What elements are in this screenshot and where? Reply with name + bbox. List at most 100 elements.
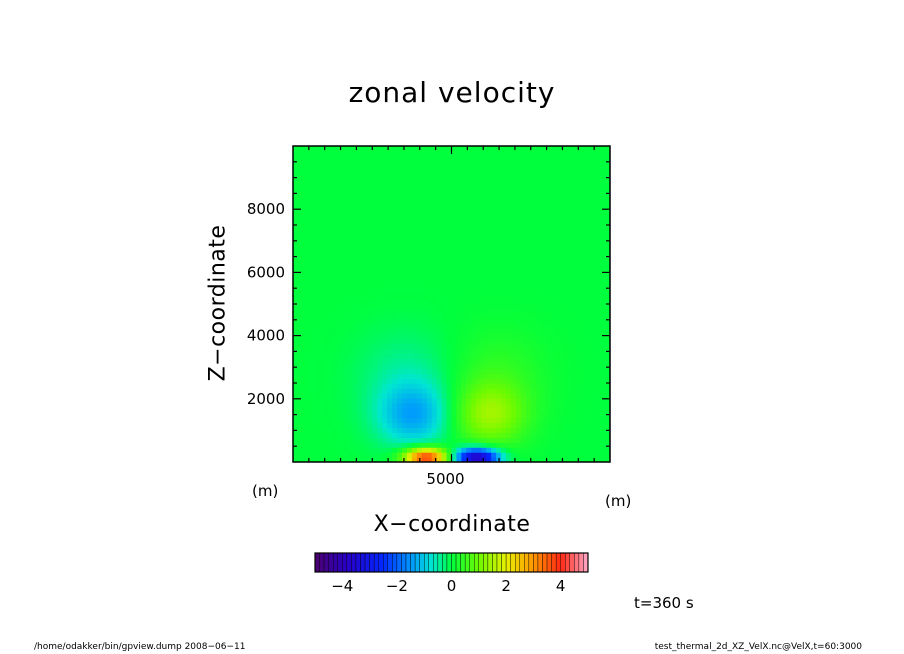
heatmap-cell (476, 225, 482, 231)
heatmap-cell (505, 452, 512, 458)
heatmap-cell (605, 220, 610, 226)
heatmap-cell (456, 180, 462, 187)
heatmap-cell (545, 294, 552, 300)
heatmap-cell (401, 318, 408, 325)
heatmap-cell (416, 205, 423, 211)
heatmap-cell (570, 200, 576, 206)
heatmap-cell (421, 269, 428, 275)
heatmap-cell (317, 308, 324, 315)
heatmap-cell (431, 383, 438, 389)
heatmap-cell (347, 318, 354, 325)
heatmap-cell (505, 146, 512, 152)
heatmap-cell (476, 412, 482, 419)
heatmap-cell (347, 150, 354, 157)
heatmap-cell (312, 427, 319, 433)
heatmap-cell (302, 249, 309, 256)
heatmap-cell (431, 432, 438, 438)
heatmap-cell (600, 205, 606, 211)
heatmap-cell (555, 205, 562, 211)
heatmap-cell (456, 269, 462, 275)
heatmap-cell (387, 373, 393, 379)
heatmap-cell (466, 437, 472, 443)
heatmap-cell (332, 417, 339, 424)
heatmap-cell (337, 397, 344, 404)
heatmap-cell (565, 402, 571, 409)
heatmap-cell (491, 333, 497, 340)
heatmap-cell (535, 373, 542, 379)
heatmap-cell (451, 412, 458, 419)
heatmap-cell (352, 313, 358, 320)
heatmap-cell (496, 259, 502, 266)
heatmap-cell (416, 234, 423, 241)
heatmap-cell (441, 373, 448, 379)
heatmap-cell (550, 417, 557, 424)
heatmap-cell (560, 294, 567, 300)
heatmap-cell (337, 264, 344, 271)
heatmap-cell (322, 373, 329, 379)
heatmap-cell (327, 333, 334, 340)
heatmap-cell (585, 447, 591, 453)
heatmap-cell (461, 392, 467, 399)
heatmap-cell (451, 244, 458, 251)
heatmap-cell (307, 412, 314, 419)
heatmap-cell (446, 234, 453, 241)
heatmap-cell (481, 264, 487, 271)
heatmap-cell (401, 150, 408, 157)
heatmap-cell (525, 220, 532, 226)
heatmap-cell (486, 229, 492, 236)
heatmap-cell (510, 225, 517, 231)
heatmap-cell (322, 323, 329, 330)
heatmap-cell (550, 299, 557, 305)
heatmap-cell (377, 225, 383, 231)
heatmap-cell (382, 146, 388, 152)
heatmap-cell (397, 190, 403, 196)
heatmap-cell (525, 422, 532, 429)
heatmap-cell (357, 373, 363, 379)
heatmap-cell (486, 318, 492, 325)
heatmap-cell (357, 353, 363, 359)
heatmap-cell (496, 185, 502, 192)
colorbar-swatch (578, 552, 584, 573)
heatmap-cell (505, 254, 512, 261)
colorbar-swatch (414, 552, 420, 573)
heatmap-cell (387, 150, 393, 157)
heatmap-cell (436, 234, 443, 241)
heatmap-cell (595, 264, 601, 271)
heatmap-cell (372, 220, 378, 226)
heatmap-cell (357, 437, 363, 443)
heatmap-cell (550, 392, 557, 399)
heatmap-cell (550, 442, 557, 448)
heatmap-cell (510, 210, 517, 216)
heatmap-cell (481, 348, 487, 354)
heatmap-cell (337, 160, 344, 167)
heatmap-cell (357, 308, 363, 315)
heatmap-cell (332, 249, 339, 256)
heatmap-cell (293, 383, 299, 389)
heatmap-cell (297, 220, 304, 226)
heatmap-cell (501, 299, 507, 305)
heatmap-cell (382, 215, 388, 221)
heatmap-cell (411, 402, 418, 409)
heatmap-cell (496, 412, 502, 419)
heatmap-cell (466, 447, 472, 453)
heatmap-cell (426, 175, 433, 182)
heatmap-cell (520, 333, 527, 340)
heatmap-cell (565, 254, 571, 261)
heatmap-cell (461, 294, 467, 300)
heatmap-cell (382, 392, 388, 399)
heatmap-cell (421, 412, 428, 419)
heatmap-cell (406, 348, 413, 354)
heatmap-cell (461, 304, 467, 310)
heatmap-cell (357, 274, 363, 280)
heatmap-cell (520, 146, 527, 152)
heatmap-cell (322, 150, 329, 157)
heatmap-cell (600, 373, 606, 379)
heatmap-cell (501, 190, 507, 196)
heatmap-cell (575, 155, 581, 162)
heatmap-cell (312, 239, 319, 246)
heatmap-cell (505, 160, 512, 167)
heatmap-cell (372, 397, 378, 404)
heatmap-cell (471, 279, 477, 285)
heatmap-cell (327, 353, 334, 359)
heatmap-cell (446, 200, 453, 206)
